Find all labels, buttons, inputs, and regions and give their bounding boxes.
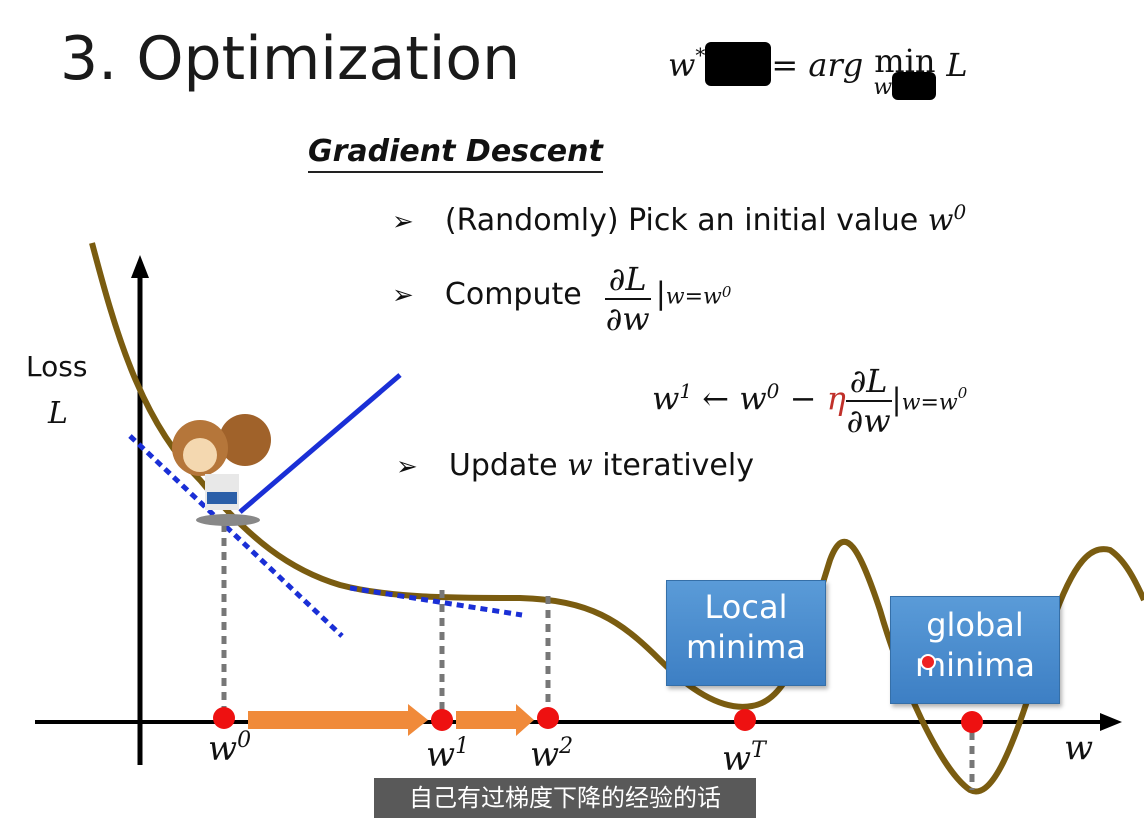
label-w2: w2 <box>530 734 574 775</box>
section-heading: Gradient Descent <box>308 134 603 173</box>
character-head-icon <box>219 414 271 466</box>
y-axis-label: Loss <box>26 350 88 383</box>
bullet-2: ➢ Compute ∂L ∂w |w=w0 <box>392 260 732 338</box>
frac-num: ∂L <box>604 260 651 300</box>
point-w0 <box>213 707 235 729</box>
eval-sub-sup: 0 <box>721 283 732 302</box>
eq-w1-sup: 1 <box>679 378 693 403</box>
eq-w0-sup: 0 <box>766 378 780 403</box>
global-minima-line2: minima <box>914 646 1035 684</box>
update-equation: w1 ← w0 − η ∂L ∂w |w=w0 <box>652 362 968 440</box>
formula-equals: = <box>771 46 799 84</box>
derivative-fraction: ∂L ∂w <box>604 260 651 338</box>
eq-arrow: ← <box>702 379 730 418</box>
label-w1: w1 <box>426 734 470 775</box>
formula-lhs: w <box>668 46 696 84</box>
eq-eval: w=w <box>901 390 958 416</box>
bullet-3-math: w <box>567 448 593 483</box>
slide-title: 3. Optimization <box>60 24 521 94</box>
eq-minus: − <box>789 379 817 418</box>
label-wT: wT <box>722 738 766 779</box>
bullet-3-text: Update <box>448 448 568 483</box>
bullet-arrow-icon: ➢ <box>392 207 414 237</box>
video-subtitle: 自己有过梯度下降的经验的话 <box>374 778 756 818</box>
eq-frac-num: ∂L <box>845 362 892 402</box>
bullet-3-rest: iteratively <box>592 448 754 483</box>
bullet-1-sup: 0 <box>953 200 967 224</box>
local-minima-line2: minima <box>685 628 806 666</box>
bullet-arrow-icon: ➢ <box>396 452 418 482</box>
bullet-3: ➢ Update w iteratively <box>396 448 754 483</box>
eval-sub: w=w <box>665 284 722 310</box>
point-w1 <box>431 709 453 731</box>
bullet-1-math: w <box>927 203 954 238</box>
point-global <box>961 711 983 733</box>
frac-den: ∂w <box>605 300 650 338</box>
character-base <box>196 514 260 526</box>
eq-eta: η <box>826 379 846 418</box>
formula-L: L <box>946 46 968 84</box>
global-minima-line1: global <box>926 606 1024 644</box>
step-arrow-1-head-icon <box>408 704 428 736</box>
x-axis-arrow-icon <box>1100 713 1122 731</box>
bullet-arrow-icon: ➢ <box>392 280 414 311</box>
step-arrow-1 <box>248 711 408 729</box>
bullet-2-text: Compute <box>444 276 582 312</box>
eq-w0: w <box>739 379 767 418</box>
step-arrow-2 <box>456 711 518 729</box>
eq-fraction: ∂L ∂w <box>845 362 892 440</box>
argmin-formula: w* = arg min w L <box>668 42 968 100</box>
x-axis-label: w <box>1064 728 1094 768</box>
tangent-line-2 <box>349 585 523 618</box>
global-minima-box: global minima <box>890 596 1060 704</box>
local-minima-line1: Local <box>704 588 788 626</box>
eq-eval-sup: 0 <box>957 383 968 402</box>
tangent-line-1 <box>128 434 344 638</box>
pointer-dot-icon <box>920 654 936 670</box>
local-minima-box: Local minima <box>666 580 826 686</box>
step-arrow-2-head-icon <box>516 704 534 736</box>
point-w2 <box>537 707 559 729</box>
bullet-1-text: (Randomly) Pick an initial value <box>444 203 928 238</box>
formula-lhs-sup: * <box>695 43 706 67</box>
formula-min-var: w <box>873 75 893 100</box>
label-w0: w0 <box>208 728 252 769</box>
redaction-block <box>705 42 772 86</box>
gradient-line <box>238 373 402 514</box>
point-wT <box>734 709 756 731</box>
eq-w1: w <box>652 379 680 418</box>
bullet-1: ➢ (Randomly) Pick an initial value w0 <box>392 200 966 238</box>
eq-frac-den: ∂w <box>846 402 891 440</box>
formula-arg: arg <box>808 46 864 84</box>
y-axis-var: L <box>48 396 68 431</box>
y-axis-arrow-icon <box>131 255 149 278</box>
redaction-block-small <box>892 72 937 100</box>
